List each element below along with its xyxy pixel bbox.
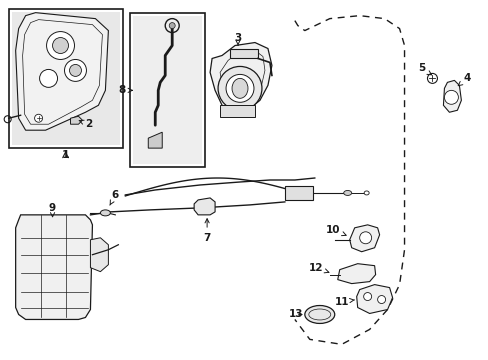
- Circle shape: [169, 23, 175, 28]
- Polygon shape: [337, 264, 375, 284]
- Text: 4: 4: [457, 73, 470, 86]
- Text: 2: 2: [79, 119, 92, 129]
- Circle shape: [427, 73, 437, 84]
- Ellipse shape: [343, 190, 351, 195]
- Polygon shape: [443, 80, 461, 112]
- Bar: [220, 105, 254, 117]
- Text: 5: 5: [417, 63, 431, 75]
- Polygon shape: [90, 238, 108, 272]
- Ellipse shape: [100, 210, 110, 216]
- Bar: [133, 15, 202, 164]
- Circle shape: [69, 64, 81, 76]
- Ellipse shape: [232, 78, 247, 98]
- Circle shape: [46, 32, 74, 59]
- Circle shape: [359, 232, 371, 244]
- Circle shape: [363, 293, 371, 301]
- Text: 3: 3: [234, 32, 241, 45]
- Circle shape: [35, 114, 42, 122]
- Text: 9: 9: [49, 203, 56, 217]
- Text: 1: 1: [61, 150, 69, 160]
- Polygon shape: [210, 42, 271, 110]
- Bar: [130, 13, 204, 167]
- Circle shape: [52, 37, 68, 54]
- Polygon shape: [148, 132, 162, 148]
- Text: 10: 10: [325, 225, 346, 236]
- Text: 6: 6: [110, 190, 119, 205]
- Bar: [285, 186, 312, 200]
- Polygon shape: [70, 116, 82, 124]
- Text: 8: 8: [119, 85, 132, 95]
- Polygon shape: [349, 225, 379, 252]
- Circle shape: [444, 90, 457, 104]
- Ellipse shape: [304, 306, 334, 323]
- Circle shape: [40, 69, 58, 87]
- Bar: [229, 49, 258, 58]
- Text: 11: 11: [334, 297, 354, 306]
- Polygon shape: [16, 215, 92, 319]
- Ellipse shape: [364, 191, 368, 195]
- Polygon shape: [194, 198, 215, 215]
- Circle shape: [218, 67, 262, 110]
- Bar: [12, 12, 120, 145]
- Text: 13: 13: [288, 310, 303, 319]
- Circle shape: [225, 75, 253, 102]
- Text: 12: 12: [308, 263, 328, 273]
- Text: 7: 7: [203, 219, 210, 243]
- Bar: [9, 9, 123, 148]
- Circle shape: [64, 59, 86, 81]
- Circle shape: [377, 296, 385, 303]
- Polygon shape: [16, 13, 108, 130]
- Polygon shape: [356, 285, 392, 314]
